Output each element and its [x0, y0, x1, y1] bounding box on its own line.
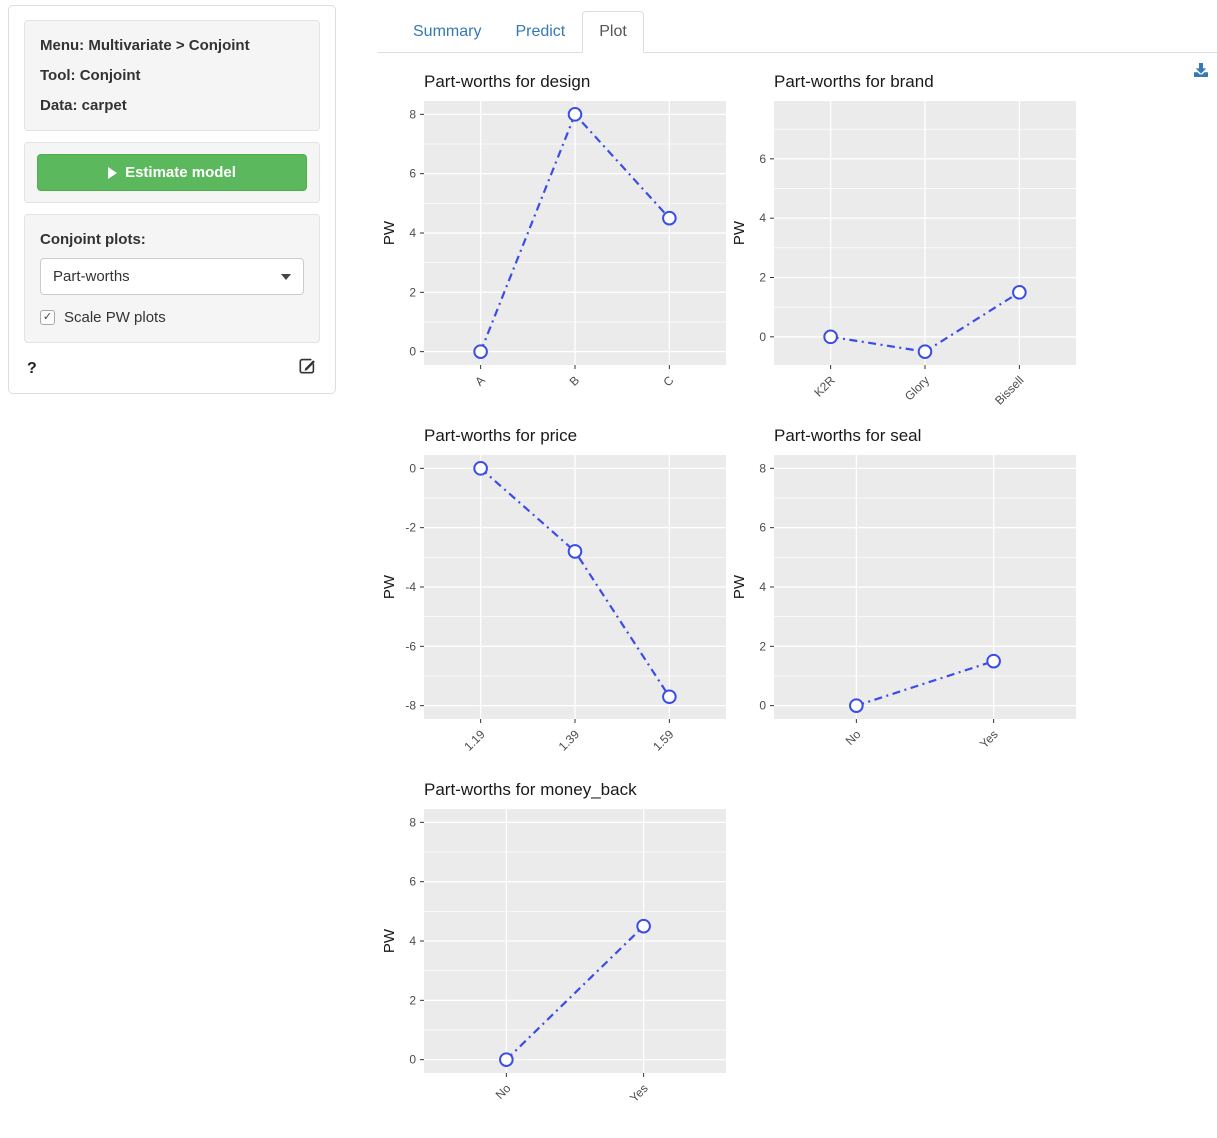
caret-down-icon	[281, 273, 291, 280]
svg-text:0: 0	[409, 345, 416, 359]
svg-text:No: No	[493, 1081, 514, 1102]
svg-text:4: 4	[759, 211, 766, 225]
svg-text:C: C	[660, 373, 676, 389]
conjoint-plots-panel: Conjoint plots: Part-worths ✓ Scale PW p…	[24, 214, 320, 343]
svg-text:PW: PW	[381, 928, 398, 953]
svg-text:Yes: Yes	[977, 727, 1001, 751]
tab-summary[interactable]: Summary	[413, 23, 482, 40]
svg-text:-8: -8	[405, 699, 416, 713]
svg-text:PW: PW	[381, 574, 398, 599]
svg-text:2: 2	[759, 270, 766, 284]
scale-pw-checkbox[interactable]: ✓ Scale PW plots	[40, 309, 304, 326]
chart-part-worths-seal: Part-worths for seal 0 2 4 6 8 No Yes PW	[730, 425, 1080, 779]
svg-text:8: 8	[759, 461, 766, 475]
sidebar: Menu: Multivariate > Conjoint Tool: Conj…	[8, 5, 336, 394]
edit-icon	[299, 358, 315, 374]
main-area: Summary Predict Plot Part-worths for des…	[378, 0, 1217, 1133]
svg-text:Glory: Glory	[902, 373, 932, 403]
svg-text:0: 0	[759, 330, 766, 344]
charts-grid: Part-worths for design 0 2 4 6 8 A B C PW Part-w…	[380, 71, 1217, 1133]
chart-title: Part-worths for price	[424, 426, 578, 445]
chart-canvas-brand: 0 2 4 6 K2R Glory Bissell PW	[731, 101, 1076, 408]
svg-text:6: 6	[409, 875, 416, 889]
tab-bar: Summary Predict Plot	[378, 0, 1217, 53]
tab-plot[interactable]: Plot	[582, 11, 644, 53]
sidebar-footer: ?	[24, 354, 320, 385]
svg-text:2: 2	[409, 285, 416, 299]
svg-text:6: 6	[409, 167, 416, 181]
svg-text:1.19: 1.19	[461, 727, 488, 754]
svg-text:6: 6	[759, 521, 766, 535]
scale-pw-label: Scale PW plots	[64, 309, 166, 326]
svg-text:A: A	[472, 373, 488, 389]
chart-canvas-design: 0 2 4 6 8 A B C PW	[381, 101, 726, 389]
chart-title: Part-worths for brand	[774, 72, 934, 91]
plot-tab-content: Part-worths for design 0 2 4 6 8 A B C PW Part-w…	[378, 53, 1217, 1133]
plot-type-select[interactable]: Part-worths	[40, 258, 304, 295]
plot-type-selected-value: Part-worths	[53, 268, 130, 285]
svg-text:8: 8	[409, 107, 416, 121]
download-icon	[1194, 63, 1208, 77]
chart-title: Part-worths for money_back	[424, 780, 637, 799]
chart-canvas-money-back: 0 2 4 6 8 No Yes PW	[381, 809, 726, 1105]
svg-text:-2: -2	[405, 521, 416, 535]
tab-predict[interactable]: Predict	[515, 23, 566, 40]
estimate-panel: Estimate model	[24, 142, 320, 203]
chart-part-worths-price: Part-worths for price -8 -6 -4 -2 0 1.19 1.39 1…	[380, 425, 730, 779]
svg-text:-4: -4	[405, 580, 416, 594]
checkbox-check-icon: ✓	[40, 310, 55, 325]
svg-text:B: B	[567, 373, 583, 389]
svg-text:0: 0	[759, 699, 766, 713]
svg-text:4: 4	[759, 580, 766, 594]
svg-text:PW: PW	[731, 220, 748, 245]
svg-text:0: 0	[409, 461, 416, 475]
svg-text:4: 4	[409, 934, 416, 948]
play-icon	[108, 166, 118, 179]
edit-report-button[interactable]	[297, 356, 317, 381]
svg-text:-6: -6	[405, 639, 416, 653]
svg-text:1.39: 1.39	[556, 727, 583, 754]
svg-text:2: 2	[759, 639, 766, 653]
svg-text:K2R: K2R	[811, 373, 838, 400]
svg-text:0: 0	[409, 1053, 416, 1067]
svg-text:4: 4	[409, 226, 416, 240]
estimate-model-label: Estimate model	[125, 164, 236, 181]
download-plot-button[interactable]	[1193, 62, 1209, 83]
svg-text:PW: PW	[381, 220, 398, 245]
menu-path: Menu: Multivariate > Conjoint	[40, 37, 250, 54]
tool-name: Tool: Conjoint	[40, 67, 141, 84]
help-button[interactable]: ?	[27, 359, 37, 377]
chart-title: Part-worths for design	[424, 72, 591, 91]
context-panel: Menu: Multivariate > Conjoint Tool: Conj…	[24, 20, 320, 131]
svg-text:2: 2	[409, 993, 416, 1007]
svg-text:8: 8	[409, 815, 416, 829]
data-name-line: Data: carpet	[40, 97, 127, 114]
svg-text:Bissell: Bissell	[992, 373, 1026, 407]
conjoint-plots-label: Conjoint plots:	[40, 231, 146, 248]
chart-canvas-seal: 0 2 4 6 8 No Yes PW	[731, 455, 1076, 751]
svg-text:Yes: Yes	[627, 1081, 651, 1105]
estimate-model-button[interactable]: Estimate model	[37, 154, 307, 191]
chart-title: Part-worths for seal	[774, 426, 922, 445]
chart-part-worths-brand: Part-worths for brand 0 2 4 6 K2R Glory Bissel…	[730, 71, 1080, 425]
chart-part-worths-design: Part-worths for design 0 2 4 6 8 A B C PW	[380, 71, 730, 425]
chart-part-worths-money-back: Part-worths for money_back 0 2 4 6 8 No Yes PW	[380, 779, 730, 1133]
svg-text:PW: PW	[731, 574, 748, 599]
svg-text:1.59: 1.59	[650, 727, 677, 754]
chart-canvas-price: -8 -6 -4 -2 0 1.19 1.39 1.59 PW	[381, 455, 726, 754]
svg-text:No: No	[843, 727, 864, 748]
svg-text:6: 6	[759, 152, 766, 166]
